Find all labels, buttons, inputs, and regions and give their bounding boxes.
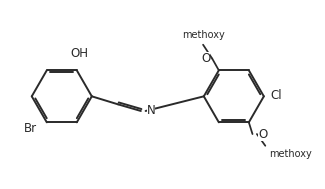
Text: Br: Br — [23, 122, 36, 135]
Text: OH: OH — [71, 47, 89, 60]
Text: methoxy: methoxy — [182, 30, 225, 40]
Text: N: N — [147, 105, 155, 118]
Text: methoxy: methoxy — [269, 149, 312, 159]
Text: O: O — [201, 52, 210, 65]
Text: Cl: Cl — [270, 89, 282, 102]
Text: O: O — [258, 128, 267, 141]
